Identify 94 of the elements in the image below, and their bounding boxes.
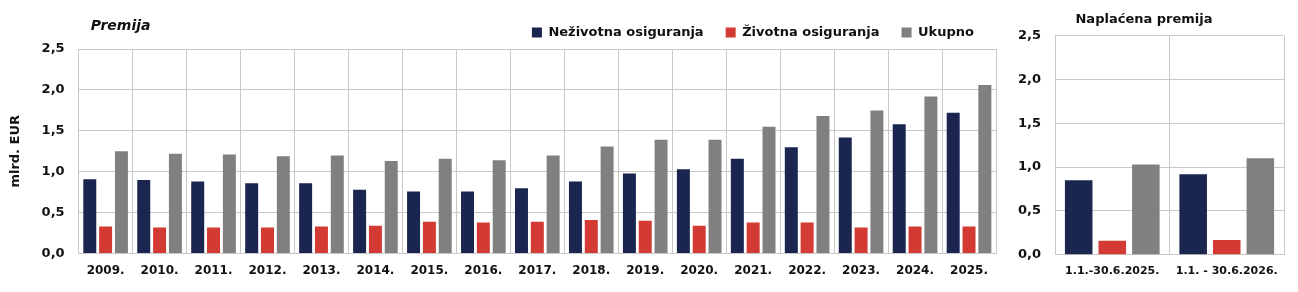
y-tick-label: 2,5 [41,40,65,56]
bar [622,173,636,254]
x-tick-label: 2022. [788,262,827,277]
legend-label: Ukupno [918,23,975,39]
chart-title: Naplaćena premija [1075,11,1213,27]
x-tick-label: 2025. [950,262,988,277]
bar [353,189,367,254]
bar [838,137,852,254]
bar [314,226,328,254]
x-tick-label: 2011. [194,262,233,277]
bar [784,147,798,254]
y-tick-label: 1,5 [41,122,65,138]
bar [746,222,760,254]
bar [800,222,814,254]
bar [854,227,868,254]
y-tick-label: 2,0 [41,81,65,97]
bar [1132,164,1160,255]
y-tick-label: 1,0 [41,163,65,179]
bar [546,155,560,254]
bar [1098,240,1127,255]
bar [461,191,475,254]
bar [1064,180,1093,255]
y-axis-title: mlrd. EUR [7,114,23,188]
legend-label: Neživotna osiguranja [548,23,704,39]
x-tick-label: 2015. [410,262,449,277]
x-tick-label: 2018. [572,262,611,277]
bar [530,221,544,254]
y-tick-label: 0,0 [41,244,65,260]
bar [438,158,452,254]
y-tick-label: 0,5 [1018,202,1042,218]
bar [330,155,344,254]
x-tick-label: 2010. [140,262,179,277]
bar [654,139,668,254]
x-tick-label: 1.1. - 30.6.2026. [1175,264,1278,278]
bar [946,112,960,254]
bar [191,181,205,254]
bar [384,161,398,254]
bar [600,146,614,254]
bar [1246,158,1275,255]
bar [584,220,598,254]
bar [908,226,922,254]
bar [422,221,436,254]
y-tick-label: 0,5 [41,204,65,220]
bar [676,169,690,254]
x-tick-label: 2021. [734,262,773,277]
x-tick-label: 2014. [356,262,395,277]
y-tick-label: 1,5 [1018,114,1042,130]
x-tick-label: 2009. [86,262,125,277]
bar [962,226,976,254]
bar [153,227,167,254]
bar [892,124,906,254]
chart-title: Premija [90,17,151,34]
bar [568,181,582,254]
x-tick-label: 2019. [626,262,665,277]
bar [299,183,313,254]
x-tick-label: 2013. [302,262,341,277]
bar [638,220,652,254]
x-tick-label: 2020. [680,262,719,277]
x-tick-label: 1.1.-30.6.2025. [1065,264,1160,278]
y-tick-label: 1,0 [1018,158,1042,174]
bar [708,139,722,254]
x-tick-label: 2024. [896,262,935,277]
bar [762,126,776,254]
bar [730,158,744,254]
y-tick-label: 0,0 [1018,246,1042,262]
x-tick-label: 2023. [842,262,881,277]
bar [870,110,884,254]
bar [515,188,528,254]
x-tick-label: 2016. [464,262,503,277]
bar [1212,239,1241,255]
bar [114,151,128,254]
bar [276,156,290,254]
bar [207,227,221,254]
bar [978,85,992,254]
bar [261,227,274,254]
y-tick-label: 2,0 [1018,70,1042,86]
x-tick-label: 2017. [518,262,557,277]
bar [222,154,236,254]
bar [692,225,706,254]
bar [476,222,490,254]
bar [83,179,97,254]
legend-label: Životna osiguranja [742,23,880,39]
bar [137,179,151,254]
bar [245,183,259,254]
bar [99,226,113,254]
bar [492,160,506,254]
bar [368,225,382,254]
bar [1179,174,1207,255]
bar [924,96,938,254]
y-tick-label: 2,5 [1018,26,1042,42]
bar [816,116,830,254]
bar [168,153,182,254]
x-tick-label: 2012. [248,262,287,277]
bar [407,191,421,254]
